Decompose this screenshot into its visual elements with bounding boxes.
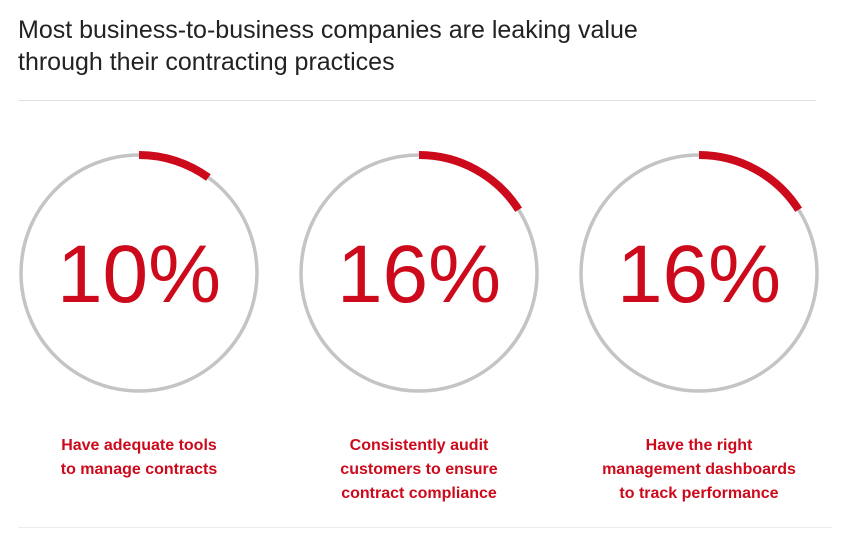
caption-tools: Have adequate tools to manage contracts [14, 434, 264, 482]
gauge-value-label: 10% [57, 229, 221, 320]
caption-line: Have adequate tools [61, 437, 217, 454]
gauge-audit: 16% [294, 148, 544, 398]
caption-line: to manage contracts [60, 461, 218, 478]
gauge-value-arc [698, 151, 803, 212]
title-line-1: Most business-to-business companies are … [18, 16, 638, 44]
gauge-dashboards: 16% [574, 148, 824, 398]
gauge-value-label: 16% [337, 229, 501, 320]
gauge-tools: 10% [14, 148, 264, 398]
gauge-value-arc [138, 151, 211, 181]
gauge-tools-ring: 10% [19, 151, 259, 393]
caption-line: to track performance [619, 485, 779, 502]
chart-title: Most business-to-business companies are … [18, 14, 818, 78]
bottom-divider [18, 527, 832, 528]
caption-line: customers to ensure [340, 461, 498, 478]
caption-line: Consistently audit [349, 437, 489, 454]
gauge-audit-ring: 16% [299, 151, 539, 393]
caption-dashboards: Have the right management dashboards to … [574, 434, 824, 506]
caption-line: contract compliance [341, 485, 497, 502]
gauge-dashboards-ring: 16% [579, 151, 819, 393]
caption-line: management dashboards [602, 461, 796, 478]
title-divider [18, 100, 816, 101]
caption-line: Have the right [645, 437, 753, 454]
caption-audit: Consistently audit customers to ensure c… [294, 434, 544, 506]
gauge-value-arc [418, 151, 523, 212]
title-line-2: through their contracting practices [18, 48, 395, 76]
gauge-value-label: 16% [617, 229, 781, 320]
